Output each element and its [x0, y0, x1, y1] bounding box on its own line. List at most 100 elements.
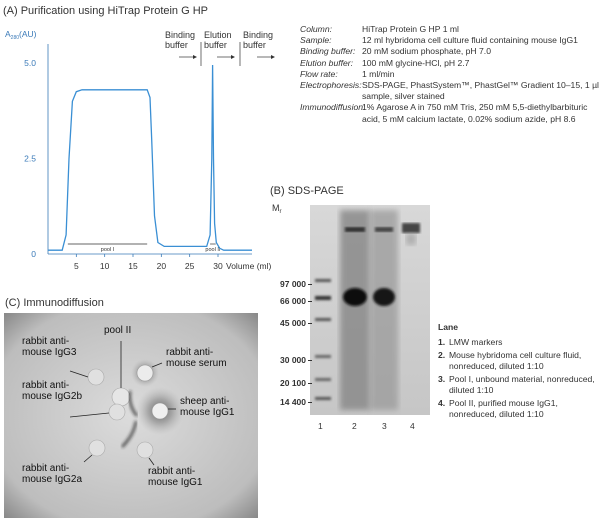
lane-number: 2: [352, 421, 357, 431]
label-rabbit-igg1: rabbit anti- mouse IgG1: [148, 466, 203, 488]
mw-marker-label: 66 000: [280, 296, 306, 306]
lane-legend-item: 3. Pool I, unbound material, nonreduced, …: [438, 374, 603, 396]
condition-value: 100 mM glycine-HCl, pH 2.7: [362, 57, 470, 68]
condition-row: Binding buffer: 20 mM sodium phosphate, p…: [300, 46, 602, 57]
lane-3-smear: [370, 210, 398, 410]
mw-marker-label: 14 400: [280, 397, 306, 407]
condition-key: Elution buffer:: [300, 57, 354, 68]
lane-1-markers: [315, 279, 331, 400]
well-sheep: [151, 402, 169, 420]
lane-legend-number: 2.: [438, 350, 446, 360]
panel-a-title: (A) Purification using HiTrap Protein G …: [3, 5, 208, 17]
buffer-label-binding-1: Binding buffer: [165, 30, 196, 50]
lane-number: 1: [318, 421, 323, 431]
label-rabbit-serum: rabbit anti- mouse serum: [166, 347, 227, 369]
label-rabbit-igg2b: rabbit anti- mouse IgG2b: [22, 380, 83, 402]
condition-row: Immunodiffusion: 1% Agarose A in 750 mM T…: [300, 102, 602, 124]
x-tick-label: 30: [213, 261, 223, 271]
mw-marker-label: 97 000: [280, 279, 306, 289]
buffer-label-elution: Elution buffer: [204, 30, 232, 50]
condition-key: Electrophoresis:: [300, 80, 362, 91]
label-sheep-igg1: sheep anti- mouse IgG1: [180, 396, 235, 418]
lane-legend-item: 4. Pool II, purified mouse IgG1, nonreduc…: [438, 398, 603, 420]
mw-marker-tick: [308, 284, 312, 285]
lane-legend-text: Pool I, unbound material, nonreduced, di…: [449, 374, 595, 395]
condition-key: Flow rate:: [300, 68, 338, 79]
mr-label: Mr: [272, 203, 282, 215]
conditions-table: Column: HiTrap Protein G HP 1 ml Sample: 12…: [300, 24, 602, 125]
label-pool-ii: pool II: [104, 325, 132, 336]
condition-value: HiTrap Protein G HP 1 ml: [362, 24, 459, 34]
condition-key: Sample:: [300, 35, 332, 46]
x-tick-label: 10: [100, 261, 110, 271]
lane-legend-number: 4.: [438, 398, 446, 408]
buffer-label-binding-2: Binding buffer: [243, 30, 274, 50]
panel-b-title: (B) SDS-PAGE: [270, 185, 344, 197]
condition-value: SDS-PAGE, PhastSystem™, PhastGel™ Gradie…: [362, 80, 599, 102]
condition-value: 20 mM sodium phosphate, pH 7.0: [362, 46, 491, 57]
arrow-icon: [217, 55, 235, 59]
x-axis-label: Volume (ml): [226, 261, 272, 271]
well-igg3: [87, 368, 105, 386]
well-pool-ii: [111, 387, 131, 407]
lane-legend-number: 1.: [438, 337, 446, 347]
lane-legend-text: LMW markers: [449, 337, 503, 347]
pool-label: pool I: [101, 247, 115, 253]
condition-value: 12 ml hybridoma cell culture fluid conta…: [362, 35, 578, 46]
arrow-icon: [257, 55, 275, 59]
mw-marker-label: 45 000: [280, 318, 306, 328]
mw-marker-tick: [308, 402, 312, 403]
absorbance-trace: [48, 64, 252, 251]
y-axis-label: A280(AU): [5, 29, 37, 41]
condition-row: Column: HiTrap Protein G HP 1 ml: [300, 24, 602, 35]
arrow-icon: [179, 55, 197, 59]
sds-page-gel: [310, 205, 430, 415]
condition-row: Sample: 12 ml hybridoma cell culture flui…: [300, 35, 602, 46]
condition-key: Binding buffer:: [300, 46, 356, 57]
x-tick-label: 20: [157, 261, 167, 271]
mw-marker-label: 30 000: [280, 355, 306, 365]
mw-marker-label: 20 100: [280, 378, 306, 388]
lane-legend-text: Mouse hybridoma cell culture fluid, nonr…: [449, 350, 582, 371]
buffer-arrows: [179, 42, 275, 66]
lane-number: 3: [382, 421, 387, 431]
condition-row: Electrophoresis: SDS-PAGE, PhastSystem™, …: [300, 80, 602, 102]
condition-key: Immunodiffusion:: [300, 102, 366, 113]
lane-legend-title: Lane: [438, 322, 459, 332]
condition-row: Flow rate: 1 ml/min: [300, 69, 602, 80]
y-tick-label: 0: [31, 249, 36, 259]
condition-key: Column:: [300, 24, 332, 34]
chromatogram-chart: A280(AU) 0 2.5 5.0 5 10 15 20 25 30 pool I pool …: [5, 29, 272, 271]
lane-legend-number: 3.: [438, 374, 446, 384]
condition-value: 1% Agarose A in 750 mM Tris, 250 mM 5,5-…: [362, 102, 588, 124]
precipitin-line: [128, 390, 138, 417]
condition-value: 1 ml/min: [362, 68, 395, 79]
x-tick-label: 5: [74, 261, 79, 271]
label-rabbit-igg2a: rabbit anti- mouse IgG2a: [22, 463, 83, 485]
immunodiffusion-plate: [4, 313, 258, 518]
y-tick-label: 2.5: [24, 154, 36, 164]
lane-legend-item: 2. Mouse hybridoma cell culture fluid, no…: [438, 350, 603, 372]
label-rabbit-igg3: rabbit anti- mouse IgG3: [22, 336, 77, 358]
x-tick-label: 15: [128, 261, 138, 271]
lane-number: 4: [410, 421, 415, 431]
well-igg2b: [108, 403, 126, 421]
panel-c-title: (C) Immunodiffusion: [5, 297, 104, 309]
well-igg2a: [88, 439, 106, 457]
lane-legend-item: 1. LMW markers: [438, 337, 603, 348]
y-tick-label: 5.0: [24, 58, 36, 68]
lane-2-smear: [340, 210, 370, 410]
lane-legend: Lane 1. LMW markers 2. Mouse hybridoma cell…: [438, 322, 603, 422]
mw-marker-tick: [308, 323, 312, 324]
mw-marker-tick: [308, 301, 312, 302]
condition-row: Elution buffer: 100 mM glycine-HCl, pH 2.…: [300, 58, 602, 69]
pool-label: pool II: [205, 247, 220, 253]
mw-marker-tick: [308, 383, 312, 384]
lane-legend-text: Pool II, purified mouse IgG1, nonreduced…: [449, 398, 558, 419]
well-serum: [136, 364, 154, 382]
well-igg1: [136, 441, 154, 459]
lane-4-band: [402, 223, 420, 245]
mw-marker-tick: [308, 360, 312, 361]
precipitin-line: [121, 420, 137, 448]
x-tick-label: 25: [185, 261, 195, 271]
